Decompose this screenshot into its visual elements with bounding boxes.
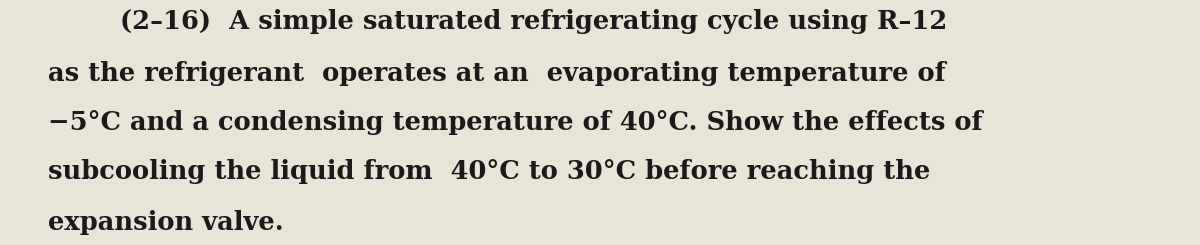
Text: expansion valve.: expansion valve. (48, 210, 283, 235)
Text: as the refrigerant  operates at an  evaporating temperature of: as the refrigerant operates at an evapor… (48, 61, 946, 86)
Text: subcooling the liquid from  40°C to 30°C before reaching the: subcooling the liquid from 40°C to 30°C … (48, 159, 930, 184)
Text: −5°C and a condensing temperature of 40°C. Show the effects of: −5°C and a condensing temperature of 40°… (48, 110, 983, 135)
Text: (2–16)  A simple saturated refrigerating cycle using R–12: (2–16) A simple saturated refrigerating … (48, 9, 947, 34)
